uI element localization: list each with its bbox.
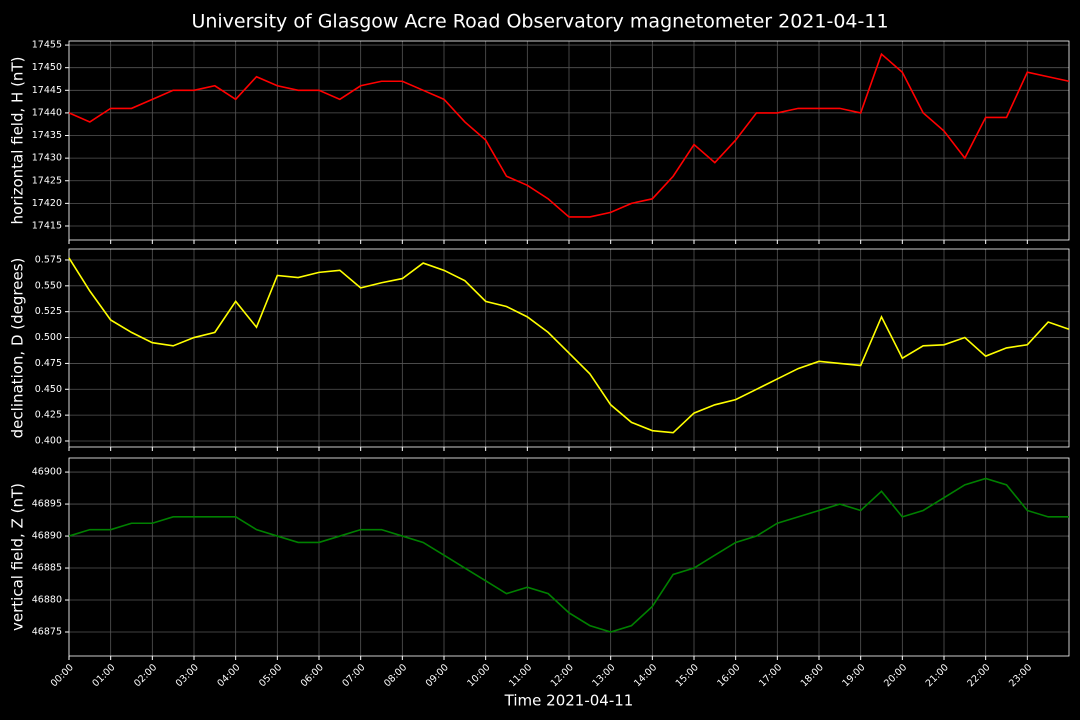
- y-tick-label: 17445: [32, 85, 62, 96]
- y-tick-label: 0.575: [35, 254, 62, 265]
- y-axis-label: horizontal field, H (nT): [9, 57, 27, 225]
- y-tick-label: 0.525: [35, 306, 62, 317]
- y-tick-label: 17425: [32, 175, 62, 186]
- y-axis-label: vertical field, Z (nT): [9, 483, 27, 631]
- y-tick-label: 17440: [32, 107, 62, 118]
- data-line: [68, 52, 1070, 218]
- y-tick-label: 46900: [32, 467, 62, 478]
- axes-frame: [68, 40, 1070, 241]
- y-tick-label: 17430: [32, 153, 62, 164]
- data-line: [68, 257, 1070, 434]
- y-tick-label: 0.475: [35, 358, 62, 369]
- y-tick-label: 0.550: [35, 280, 62, 291]
- axes-frame: [68, 457, 1070, 657]
- y-tick-label: 0.425: [35, 410, 62, 421]
- y-tick-label: 17455: [32, 40, 62, 51]
- x-axis-label: Time 2021-04-11: [504, 692, 634, 710]
- figure-title: University of Glasgow Acre Road Observat…: [191, 11, 888, 33]
- y-tick-label: 46890: [32, 531, 62, 542]
- y-tick-label: 46875: [32, 627, 62, 638]
- y-tick-label: 17435: [32, 130, 62, 141]
- y-tick-label: 0.500: [35, 332, 62, 343]
- y-tick-label: 0.450: [35, 384, 62, 395]
- axes-frame: [68, 248, 1070, 448]
- y-tick-label: 17415: [32, 220, 62, 231]
- y-tick-label: 17450: [32, 62, 62, 73]
- y-tick-label: 46885: [32, 563, 62, 574]
- y-axis-label: declination, D (degrees): [9, 258, 27, 439]
- y-tick-label: 46880: [32, 595, 62, 606]
- y-tick-label: 17420: [32, 198, 62, 209]
- data-line: [68, 477, 1069, 633]
- y-tick-label: 0.400: [35, 436, 62, 447]
- y-tick-label: 46895: [32, 499, 62, 510]
